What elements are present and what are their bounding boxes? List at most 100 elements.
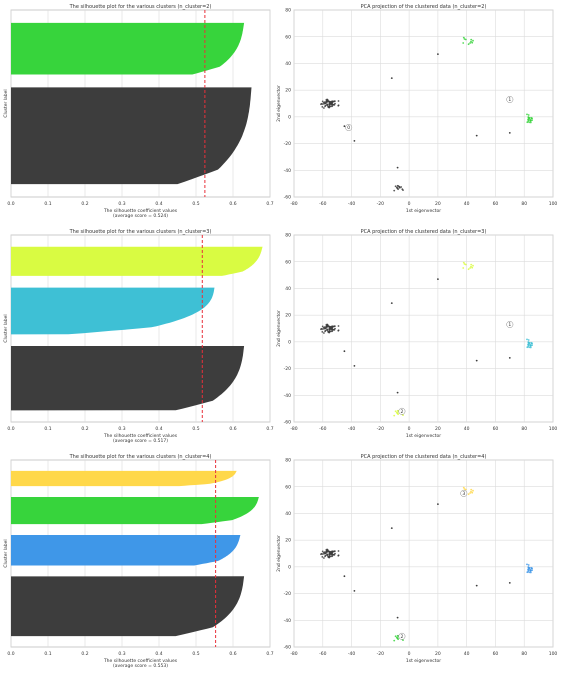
data-point	[529, 119, 532, 122]
data-point	[527, 116, 530, 118]
silhouette-band-cluster-3	[11, 470, 237, 487]
data-point	[527, 120, 530, 122]
data-point	[326, 553, 329, 556]
pca-ylabel: 2nd eigenvector	[276, 310, 282, 347]
data-point	[472, 489, 474, 492]
data-point	[462, 267, 465, 269]
data-point	[396, 637, 399, 640]
data-point	[331, 555, 334, 558]
x-tick-label: 0.6	[229, 651, 236, 657]
x-tick-label: 20	[435, 426, 441, 432]
silhouette-xlabel: The silhouette coefficient values	[103, 433, 178, 439]
silhouette-xlabel: The silhouette coefficient values	[103, 658, 178, 664]
data-point	[464, 38, 467, 41]
data-point	[508, 357, 511, 359]
data-point	[508, 582, 511, 584]
x-tick-label: -60	[319, 201, 326, 207]
data-point	[475, 584, 478, 587]
data-point	[331, 550, 334, 553]
data-point	[527, 566, 530, 568]
x-tick-label: 0.4	[155, 201, 162, 207]
data-point	[467, 493, 470, 496]
cluster-center-label: 1	[508, 97, 511, 103]
y-tick-label: 40	[285, 511, 291, 517]
x-tick-label: 0.6	[229, 201, 236, 207]
data-point	[393, 189, 396, 192]
silhouette-title: The silhouette plot for the various clus…	[69, 229, 212, 235]
data-point	[331, 105, 334, 108]
data-point	[528, 121, 531, 124]
data-point	[527, 114, 530, 116]
data-point	[337, 100, 340, 102]
y-tick-label: 60	[285, 34, 291, 40]
data-point	[337, 325, 340, 327]
data-point	[337, 550, 340, 552]
x-tick-label: 0.5	[192, 201, 199, 207]
x-tick-label: -40	[348, 201, 355, 207]
x-tick-label: 0.0	[7, 201, 14, 207]
data-point	[529, 569, 532, 572]
data-point	[531, 569, 533, 571]
data-point	[527, 564, 530, 566]
silhouette-band-cluster-0	[11, 346, 245, 411]
x-tick-label: -40	[348, 426, 355, 432]
data-point	[323, 551, 326, 553]
cluster-center-marker	[345, 124, 353, 131]
data-point	[343, 125, 346, 128]
data-point	[326, 550, 329, 552]
data-point	[394, 185, 397, 188]
data-point	[321, 331, 324, 333]
data-point	[470, 265, 472, 268]
data-point	[508, 132, 511, 134]
data-point	[390, 527, 393, 529]
data-point	[329, 330, 332, 333]
data-point	[320, 553, 322, 556]
y-tick-label: 80	[285, 458, 291, 464]
silhouette-plot-0: 0.0 0.1 0.2 0.3 0.4 0.5 0.6 0.7 The silhouette p…	[3, 4, 274, 219]
x-tick-label: 0.3	[118, 651, 125, 657]
x-tick-label: 0.2	[81, 426, 88, 432]
x-tick-label: 0.2	[81, 651, 88, 657]
data-point	[323, 332, 325, 334]
data-point	[469, 492, 471, 494]
y-tick-label: -60	[284, 195, 291, 201]
data-point	[322, 553, 324, 555]
data-point	[526, 338, 528, 341]
x-tick-label: 40	[464, 651, 470, 657]
y-tick-label: 60	[285, 259, 291, 265]
cluster-center-label: 2	[400, 634, 403, 640]
data-point	[324, 555, 326, 558]
data-point	[322, 103, 324, 105]
data-point	[462, 42, 465, 44]
y-tick-label: -20	[284, 141, 291, 147]
x-tick-label: 0.0	[7, 651, 14, 657]
silhouette-xlabel-score: (average score = 0.517)	[113, 438, 168, 444]
data-point	[472, 264, 474, 267]
data-point	[321, 100, 324, 103]
silhouette-ylabel: Cluster label	[3, 539, 9, 567]
x-tick-label: -60	[319, 426, 326, 432]
data-point	[322, 328, 324, 330]
x-tick-label: 0	[408, 426, 411, 432]
cluster-center-label: 1	[508, 322, 511, 328]
cluster-center-marker	[398, 407, 406, 415]
data-point	[337, 104, 340, 107]
data-point	[326, 325, 329, 327]
x-tick-label: 0.7	[266, 426, 273, 432]
data-point	[329, 327, 331, 330]
silhouette-band-cluster-2	[11, 496, 259, 525]
data-point	[353, 365, 356, 367]
x-tick-label: 60	[493, 651, 499, 657]
pca-scatter-1: -80 -60 -40 -20 0 20 40 60 80 100-60-40-200204060…	[276, 4, 557, 214]
silhouette-band-cluster-0	[11, 87, 252, 185]
data-point	[321, 325, 324, 328]
data-point	[526, 563, 528, 566]
x-tick-label: 40	[464, 201, 470, 207]
data-point	[527, 570, 530, 572]
x-tick-label: 100	[549, 201, 558, 207]
data-point	[526, 571, 529, 574]
x-tick-label: 0	[408, 201, 411, 207]
x-tick-label: 0.4	[155, 426, 162, 432]
cluster-center-label: 3	[462, 491, 465, 497]
